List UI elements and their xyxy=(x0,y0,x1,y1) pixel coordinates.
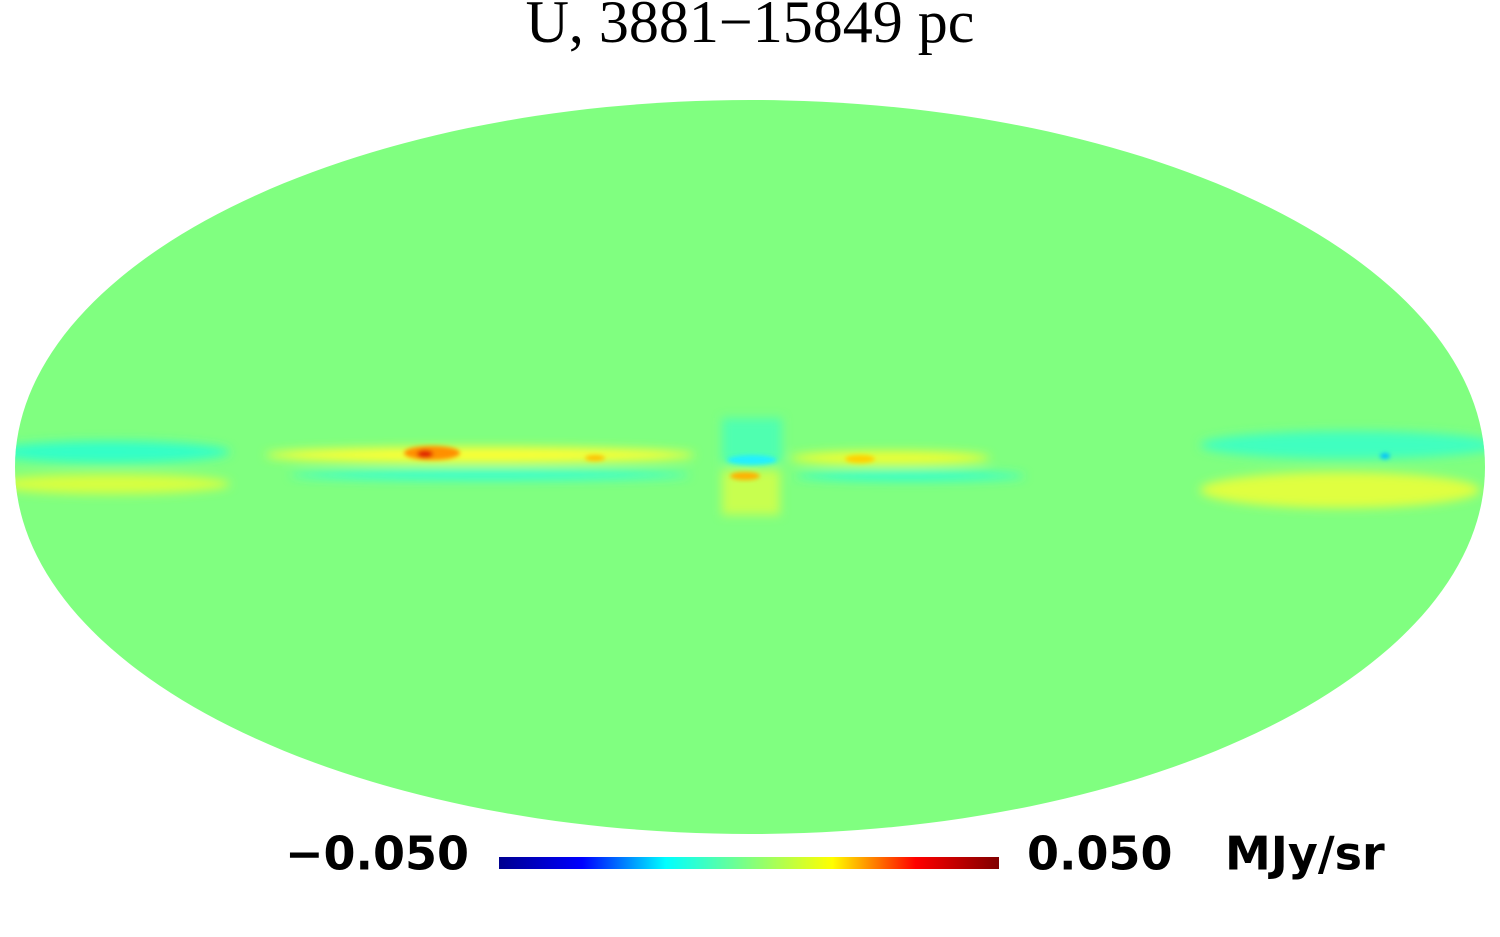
feature xyxy=(15,474,230,494)
feature xyxy=(1380,453,1390,459)
feature xyxy=(1200,472,1480,508)
feature xyxy=(845,455,875,463)
galactic-plane-features xyxy=(15,418,1485,515)
feature xyxy=(417,450,433,458)
feature xyxy=(790,451,990,465)
feature xyxy=(730,472,760,480)
colorbar xyxy=(499,857,999,869)
feature xyxy=(290,470,690,480)
colorbar-tick-label: −0.050 xyxy=(285,827,469,881)
sky-map xyxy=(15,100,1485,834)
chart-title: U, 3881−15849 pc xyxy=(526,0,975,55)
colorbar-unit: MJy/sr xyxy=(1225,827,1385,881)
compact-emission xyxy=(404,446,1390,480)
feature xyxy=(585,455,605,461)
colorbar-tick-label: 0.050 xyxy=(1027,827,1173,881)
feature xyxy=(795,471,1025,481)
diffuse-emission xyxy=(15,418,1485,515)
feature xyxy=(1200,431,1485,459)
feature xyxy=(265,447,695,463)
feature xyxy=(15,441,230,463)
feature xyxy=(727,455,777,465)
feature xyxy=(722,418,782,462)
